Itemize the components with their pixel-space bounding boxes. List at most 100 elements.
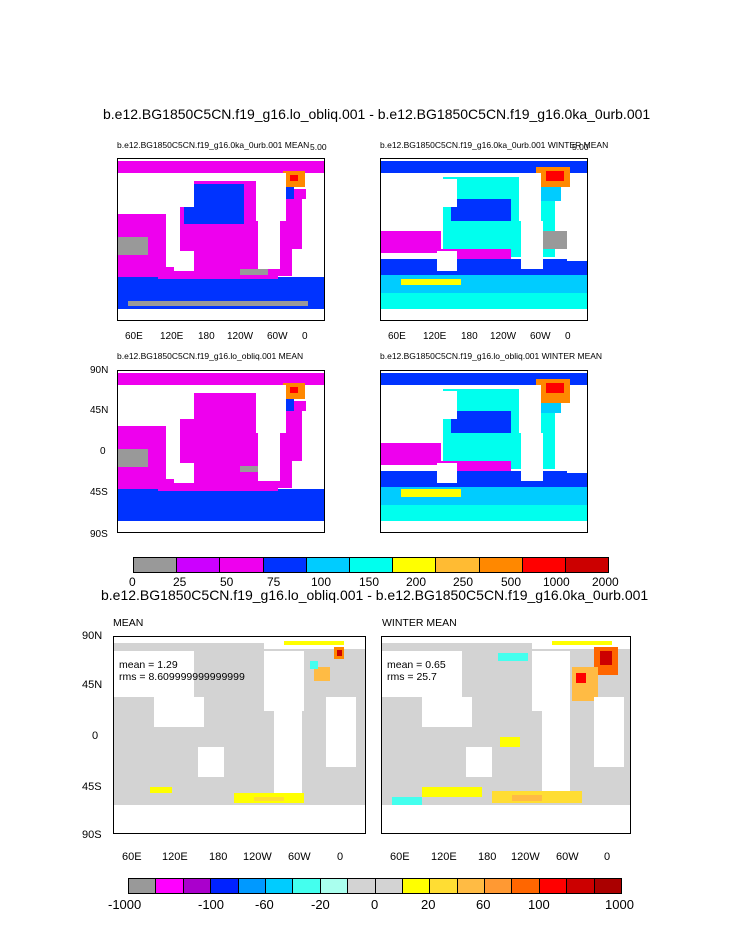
- lat-tick-r3-45S: 45S: [82, 781, 102, 793]
- cb-bottom-label-2: -60: [255, 897, 274, 912]
- cb-top-swatch-4: [306, 558, 350, 572]
- map-field-1: [118, 159, 324, 320]
- cb-bottom-swatch-12: [457, 879, 486, 893]
- map-panel-6: [381, 636, 631, 834]
- lat-tick-r2-90S: 90S: [90, 529, 108, 540]
- panel-title-2: b.e12.BG1850C5CN.f19_g16.0ka_0urb.001 WI…: [380, 140, 609, 150]
- stat-mean-6: mean = 0.65: [387, 659, 446, 671]
- stat-rms-5: rms = 8.609999999999999: [119, 671, 245, 683]
- cb-bottom-swatch-4: [238, 879, 266, 893]
- cb-bottom-label-7: 100: [528, 897, 550, 912]
- cb-top-swatch-6: [393, 558, 437, 572]
- cb-bottom-swatch-1: [156, 879, 184, 893]
- cb-bottom-label-1: -100: [198, 897, 225, 912]
- map-field-5: [114, 637, 365, 833]
- lat-tick-r3-90S: 90S: [82, 829, 102, 841]
- map-panel-4: [380, 370, 588, 533]
- cb-bottom-swatch-9: [375, 879, 403, 893]
- cb-top-label-5: 150: [359, 575, 380, 589]
- lat-tick-r2-45S: 45S: [90, 487, 108, 498]
- cb-top-label-10: 2000: [592, 575, 619, 589]
- cb-top-label-4: 100: [311, 575, 332, 589]
- lon-tick-r1b-180: 180: [461, 331, 478, 342]
- cb-top-label-9: 1000: [543, 575, 570, 589]
- cb-bottom-swatch-6: [293, 879, 321, 893]
- cb-top-swatch-1: [177, 558, 221, 572]
- lat-tick-r3-45N: 45N: [82, 679, 103, 691]
- cb-bottom-label-6: 60: [476, 897, 491, 912]
- lon-tick-r3-120W: 120W: [243, 851, 272, 863]
- cb-bottom-swatch-11: [430, 879, 458, 893]
- lon-tick-r1-120E: 120E: [160, 331, 184, 342]
- map-field-3: [118, 371, 324, 532]
- cb-top-label-0: 0: [129, 575, 136, 589]
- figure-title: b.e12.BG1850C5CN.f19_g16.lo_obliq.001 - …: [103, 106, 651, 122]
- cb-top-label-8: 500: [501, 575, 522, 589]
- cb-bottom-label-8: 1000: [605, 897, 634, 912]
- lon-tick-r3-120E: 120E: [162, 851, 188, 863]
- lon-tick-r1-120W: 120W: [227, 331, 254, 342]
- cb-top-swatch-5: [349, 558, 394, 572]
- cb-bottom-swatch-14: [512, 879, 540, 893]
- cb-top-swatch-9: [522, 558, 566, 572]
- cb-top-swatch-8: [479, 558, 523, 572]
- cb-bottom-label-4: 0: [371, 897, 379, 912]
- colorbar-top: [133, 557, 609, 573]
- cb-top-label-1: 25: [173, 575, 187, 589]
- panel-title-5: MEAN: [113, 617, 144, 629]
- stat-rms-6: rms = 25.7: [387, 671, 437, 683]
- map-panel-1: [117, 158, 325, 321]
- panel-title-1: b.e12.BG1850C5CN.f19_g16.0ka_0urb.001 ME…: [117, 140, 310, 150]
- colorbar-bottom: [128, 878, 622, 894]
- lon-tick-r3-180: 180: [209, 851, 228, 863]
- cb-bottom-swatch-7: [320, 879, 349, 893]
- cb-bottom-swatch-2: [183, 879, 212, 893]
- lat-tick-r3-90N: 90N: [82, 630, 103, 642]
- map-field-4: [381, 371, 587, 532]
- lon-tick-r1-60E: 60E: [125, 331, 143, 342]
- cb-top-label-6: 200: [406, 575, 427, 589]
- lon-tick-r3b-0: 0: [604, 851, 611, 863]
- lon-tick-r3b-120E: 120E: [431, 851, 457, 863]
- cb-top-swatch-10: [565, 558, 609, 572]
- lon-tick-r1-180: 180: [198, 331, 215, 342]
- lon-tick-r3b-60W: 60W: [556, 851, 579, 863]
- cb-top-label-7: 250: [453, 575, 474, 589]
- cb-top-swatch-3: [263, 558, 307, 572]
- lon-tick-r3-60W: 60W: [288, 851, 311, 863]
- lon-tick-r1-60W: 60W: [267, 331, 288, 342]
- lon-tick-r3b-120W: 120W: [511, 851, 540, 863]
- lon-tick-r3-60E: 60E: [122, 851, 142, 863]
- cb-bottom-label-5: 20: [421, 897, 436, 912]
- lat-tick-r2-0: 0: [100, 446, 106, 457]
- map-panel-3: [117, 370, 325, 533]
- lon-tick-r3b-180: 180: [478, 851, 497, 863]
- cb-bottom-swatch-0: [129, 879, 157, 893]
- cb-top-label-2: 50: [220, 575, 234, 589]
- cb-top-swatch-0: [134, 558, 178, 572]
- map-panel-5: [113, 636, 366, 834]
- cb-bottom-swatch-16: [567, 879, 595, 893]
- cb-bottom-label-0: -1000: [108, 897, 142, 912]
- lon-tick-r3b-60E: 60E: [390, 851, 410, 863]
- cb-bottom-label-3: -20: [311, 897, 330, 912]
- cb-bottom-swatch-17: [594, 879, 622, 893]
- map-field-2: [381, 159, 587, 320]
- lon-tick-r1b-120E: 120E: [423, 331, 447, 342]
- lon-tick-r1b-60W: 60W: [530, 331, 551, 342]
- lon-tick-r3-0: 0: [337, 851, 344, 863]
- cb-bottom-swatch-15: [539, 879, 568, 893]
- cb-top-swatch-2: [220, 558, 264, 572]
- cb-bottom-swatch-5: [265, 879, 294, 893]
- cb-bottom-swatch-3: [211, 879, 239, 893]
- map-field-6: [382, 637, 630, 833]
- map-panel-2: [380, 158, 588, 321]
- panel-title-4: b.e12.BG1850C5CN.f19_g16.lo_obliq.001 WI…: [380, 351, 603, 361]
- lat-tick-r2-45N: 45N: [90, 405, 109, 416]
- stat-mean-5: mean = 1.29: [119, 659, 178, 671]
- cb-bottom-swatch-10: [402, 879, 431, 893]
- lat-tick-r2-90N: 90N: [90, 365, 109, 376]
- difference-title: b.e12.BG1850C5CN.f19_g16.lo_obliq.001 - …: [101, 587, 649, 603]
- panel-title-3: b.e12.BG1850C5CN.f19_g16.lo_obliq.001 ME…: [117, 351, 304, 361]
- lon-tick-r1b-120W: 120W: [490, 331, 517, 342]
